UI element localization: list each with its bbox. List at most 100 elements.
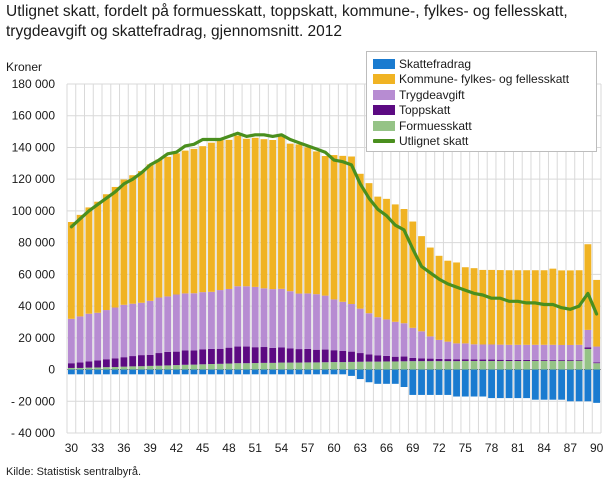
bar-skattefradrag [488, 369, 495, 399]
legend-swatch-kommune [373, 74, 395, 85]
bar-trygdeavgift [129, 303, 137, 357]
bar-toppskatt [129, 356, 137, 367]
bar-trygdeavgift [400, 323, 408, 357]
bar-kommune [304, 147, 312, 294]
bar-trygdeavgift [330, 299, 338, 351]
bar-kommune [146, 164, 154, 301]
bar-kommune [111, 186, 119, 308]
bar-kommune [278, 136, 285, 289]
bar-trygdeavgift [120, 304, 128, 358]
bar-skattefradrag [391, 369, 399, 384]
bar-formuesskatt [365, 361, 373, 370]
bar-skattefradrag [470, 369, 478, 397]
bar-formuesskatt [137, 366, 145, 370]
bar-skattefradrag [155, 369, 163, 375]
bar-formuesskatt [391, 361, 399, 370]
bar-toppskatt [584, 347, 592, 349]
x-tick-label: 33 [91, 441, 105, 455]
bar-skattefradrag [435, 369, 443, 395]
bar-trygdeavgift [102, 310, 110, 360]
bar-skattefradrag [295, 369, 303, 375]
bar-formuesskatt [190, 364, 198, 370]
legend-swatch-utlignet [373, 139, 395, 144]
bar-kommune [383, 198, 390, 320]
x-tick-label: 75 [459, 441, 473, 455]
bar-trygdeavgift [348, 304, 355, 352]
bar-formuesskatt [426, 361, 434, 370]
bar-toppskatt [374, 355, 382, 362]
bar-formuesskatt [278, 362, 285, 370]
bar-toppskatt [190, 350, 198, 365]
bar-formuesskatt [269, 362, 277, 370]
bar-kommune [286, 143, 294, 292]
bar-toppskatt [470, 359, 478, 361]
y-tick-label: 40 000 [18, 299, 55, 313]
y-tick-label: 80 000 [18, 236, 55, 250]
bar-kommune [120, 179, 128, 305]
bar-trygdeavgift [260, 288, 268, 348]
bar-trygdeavgift [295, 293, 303, 350]
y-axis-label: Kroner [6, 60, 43, 74]
bar-kommune [409, 221, 417, 328]
bar-formuesskatt [102, 367, 110, 370]
bar-kommune [173, 153, 180, 295]
bar-skattefradrag [76, 369, 84, 375]
bar-skattefradrag [164, 369, 172, 375]
bar-formuesskatt [584, 348, 592, 370]
bar-skattefradrag [67, 369, 75, 375]
bar-trygdeavgift [391, 321, 399, 357]
bar-toppskatt [102, 359, 110, 368]
bar-trygdeavgift [575, 344, 583, 360]
bar-toppskatt [146, 354, 154, 366]
y-tick-label: - 20 000 [11, 394, 55, 408]
bar-kommune [208, 142, 215, 292]
bar-kommune [426, 247, 434, 337]
x-tick-label: 39 [143, 441, 157, 455]
bar-toppskatt [523, 359, 531, 361]
bar-trygdeavgift [269, 289, 277, 348]
bar-trygdeavgift [418, 331, 425, 359]
bar-kommune [461, 267, 469, 344]
bar-toppskatt [67, 363, 75, 368]
bar-skattefradrag [418, 369, 425, 395]
bar-kommune [313, 151, 320, 295]
bar-formuesskatt [453, 361, 460, 370]
bar-kommune [505, 270, 513, 345]
bar-kommune [85, 207, 93, 314]
bar-kommune [584, 244, 592, 330]
bar-trygdeavgift [426, 336, 434, 359]
bar-skattefradrag [225, 369, 233, 375]
x-tick-label: 90 [590, 441, 604, 455]
bar-formuesskatt [339, 362, 347, 370]
bar-trygdeavgift [531, 344, 539, 360]
bar-skattefradrag [566, 369, 574, 402]
bar-skattefradrag [400, 369, 408, 387]
bar-skattefradrag [216, 369, 224, 375]
bar-kommune [199, 146, 207, 293]
bar-toppskatt [251, 347, 259, 364]
bar-toppskatt [304, 348, 312, 363]
bar-formuesskatt [85, 367, 93, 370]
bar-kommune [549, 268, 557, 345]
bar-skattefradrag [102, 369, 110, 375]
bar-trygdeavgift [461, 343, 469, 360]
bar-trygdeavgift [286, 291, 294, 349]
bar-toppskatt [435, 358, 443, 362]
bar-toppskatt [313, 349, 320, 363]
bar-toppskatt [540, 359, 548, 361]
bar-kommune [374, 196, 382, 318]
bar-formuesskatt [505, 360, 513, 370]
bar-kommune [496, 270, 504, 345]
bar-trygdeavgift [365, 313, 373, 355]
bar-formuesskatt [540, 360, 548, 370]
x-tick-label: 69 [406, 441, 420, 455]
bar-formuesskatt [461, 360, 469, 370]
bar-toppskatt [356, 353, 364, 362]
legend-item-formuesskatt: Formuesskatt [373, 118, 596, 134]
bar-kommune [514, 270, 522, 345]
bar-skattefradrag [269, 369, 277, 375]
bar-skattefradrag [111, 369, 119, 375]
bar-skattefradrag [479, 369, 487, 397]
bar-formuesskatt [164, 365, 172, 370]
bar-formuesskatt [155, 365, 163, 370]
